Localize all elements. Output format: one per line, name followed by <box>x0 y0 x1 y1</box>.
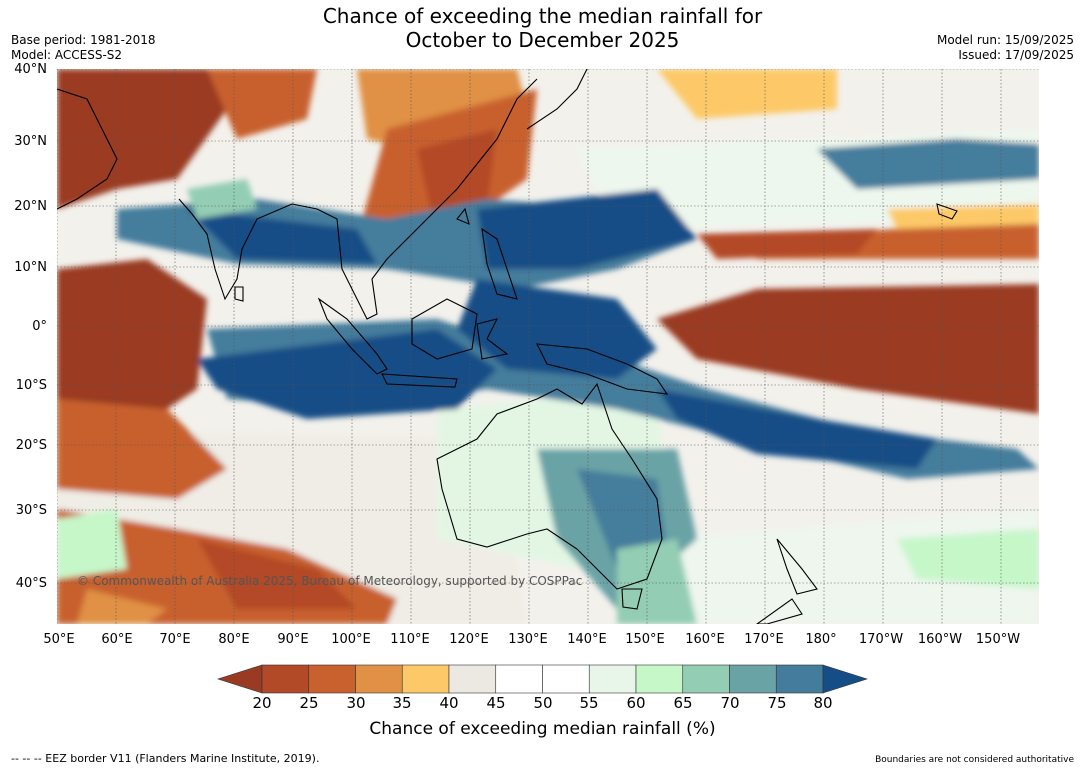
model-run: Model run: 15/09/2025 <box>936 33 1074 47</box>
colorbar-swatch <box>729 664 777 694</box>
india-coast <box>178 198 293 301</box>
lon-label-90e: 90°E <box>277 632 309 647</box>
colorbar-tick-30: 30 <box>346 694 366 712</box>
tasmania <box>621 588 643 610</box>
taiwan <box>456 207 470 225</box>
lat-label-40s: 40°S <box>15 576 47 591</box>
copyright-watermark: © Commonwealth of Australia 2025, Bureau… <box>77 574 583 588</box>
java <box>381 373 458 388</box>
lat-label-equator: 0° <box>32 319 47 334</box>
arabia-coast <box>57 88 118 210</box>
model-name: Model: ACCESS-S2 <box>11 48 123 62</box>
issued-date: Issued: 17/09/2025 <box>958 48 1074 62</box>
colorbar-tick-40: 40 <box>439 694 459 712</box>
colorbar-swatch <box>588 664 637 694</box>
lat-label-30s: 30°S <box>15 503 47 518</box>
colorbar-title: Chance of exceeding median rainfall (%) <box>369 719 716 739</box>
graticule <box>57 69 1039 624</box>
colorbar-tick-45: 45 <box>486 694 506 712</box>
lon-label-60e: 60°E <box>101 632 133 647</box>
colorbar-tick-35: 35 <box>392 694 412 712</box>
title-line-2: October to December 2025 <box>405 28 680 52</box>
lon-label-80e: 80°E <box>218 632 250 647</box>
lon-label-50e: 50°E <box>43 632 75 647</box>
title-line-1: Chance of exceeding the median rainfall … <box>322 4 763 28</box>
lon-label-70e: 70°E <box>159 632 191 647</box>
colorbar-tick-80: 80 <box>813 694 833 712</box>
lat-label-10s: 10°S <box>15 378 47 393</box>
lon-label-150w: 150°W <box>975 632 1021 647</box>
lon-label-120e: 120°E <box>449 632 489 647</box>
southeast-asia-coast <box>291 78 538 320</box>
colorbar-tick-75: 75 <box>767 694 787 712</box>
lon-label-180: 180° <box>805 632 837 647</box>
sumatra <box>317 297 388 375</box>
boundary-disclaimer: Boundaries are not considered authoritat… <box>875 755 1074 765</box>
colorbar-swatch <box>495 664 543 694</box>
lon-label-160e: 160°E <box>685 632 725 647</box>
sulawesi <box>476 318 509 360</box>
colorbar-tick-60: 60 <box>626 694 646 712</box>
borneo <box>411 298 478 360</box>
base-period: Base period: 1981-2018 <box>11 33 156 47</box>
colorbar <box>217 664 868 694</box>
lon-label-100e: 100°E <box>331 632 371 647</box>
eez-border-note: -- -- -- EEZ border V11 (Flanders Marine… <box>11 752 320 765</box>
colorbar-swatch <box>217 664 263 694</box>
colorbar-tick-20: 20 <box>252 694 272 712</box>
colorbar-swatch <box>401 664 450 694</box>
lat-label-20s: 20°S <box>15 438 47 453</box>
colorbar-swatch <box>308 664 356 694</box>
lon-label-130e: 130°E <box>508 632 548 647</box>
colorbar-swatch <box>682 664 730 694</box>
model-info: Base period: 1981-2018 Model: ACCESS-S2 <box>11 33 156 63</box>
colorbar-swatch <box>822 664 868 694</box>
new-guinea <box>536 343 669 395</box>
colorbar-swatch <box>261 664 310 694</box>
colorbar-swatch <box>542 664 590 694</box>
colorbar-tick-25: 25 <box>299 694 319 712</box>
colorbar-swatches <box>217 664 868 694</box>
new-zealand-north <box>776 538 818 595</box>
colorbar-swatch <box>635 664 684 694</box>
colorbar-tick-70: 70 <box>720 694 740 712</box>
japan <box>526 69 588 130</box>
lon-label-170w: 170°W <box>858 632 904 647</box>
lat-label-30n: 30°N <box>14 134 47 149</box>
lat-label-40n: 40°N <box>14 62 47 77</box>
rainfall-probability-map <box>57 69 1039 624</box>
rainfall-fields <box>57 69 1039 624</box>
sri-lanka <box>234 286 244 302</box>
colorbar-swatch <box>355 664 403 694</box>
lon-label-150e: 150°E <box>625 632 665 647</box>
australia-coast <box>436 382 663 590</box>
philippines <box>481 227 518 300</box>
colorbar-tick-50: 50 <box>533 694 553 712</box>
colorbar-tick-55: 55 <box>579 694 599 712</box>
lat-label-10n: 10°N <box>14 260 47 275</box>
lon-label-140e: 140°E <box>567 632 607 647</box>
new-zealand-south <box>756 598 803 624</box>
hawaii <box>936 203 958 220</box>
colorbar-swatch <box>448 664 497 694</box>
lat-label-20n: 20°N <box>14 199 47 214</box>
lon-label-160w: 160°W <box>917 632 963 647</box>
colorbar-tick-65: 65 <box>673 694 693 712</box>
run-info: Model run: 15/09/2025 Issued: 17/09/2025 <box>937 33 1074 63</box>
lon-label-110e: 110°E <box>390 632 430 647</box>
lon-label-170e: 170°E <box>744 632 784 647</box>
coastlines <box>57 69 958 624</box>
map-title: Chance of exceeding the median rainfall … <box>0 4 1085 52</box>
colorbar-swatch <box>775 664 824 694</box>
